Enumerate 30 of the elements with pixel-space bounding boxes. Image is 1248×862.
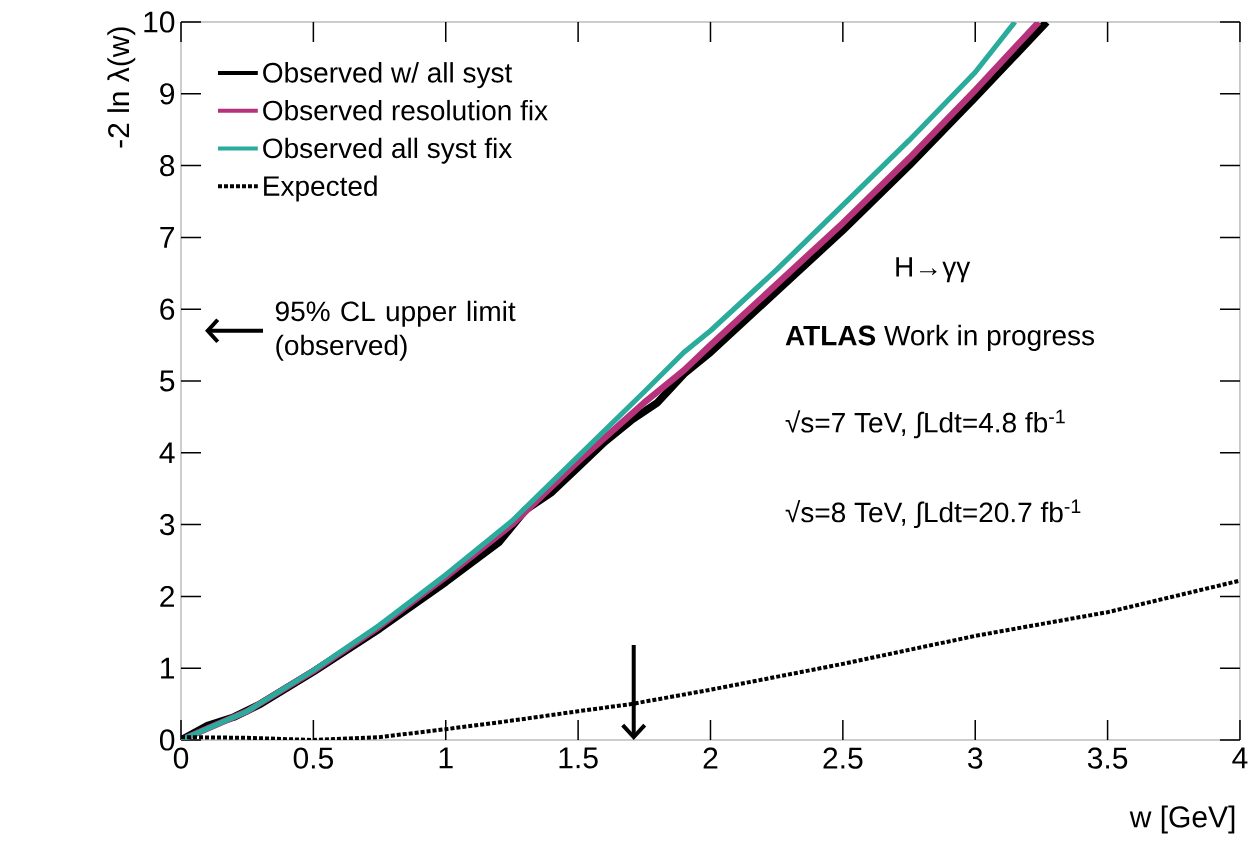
x-tick-label: 2 xyxy=(703,747,718,769)
y-tick-label: 4 xyxy=(159,442,175,464)
y-tick-label: 8 xyxy=(160,154,175,177)
y-tick-label: 1 xyxy=(161,657,175,679)
annotation: 95% CL upper limit (observed) xyxy=(275,300,516,361)
x-tick-label: 4 xyxy=(1232,747,1248,769)
y-tick-label: 10 xyxy=(144,11,175,33)
legend-label: Observed all syst fix xyxy=(263,137,512,164)
x-tick-label: 3 xyxy=(968,747,983,769)
x-tick-label: 3.5 xyxy=(1087,747,1128,769)
y-tick-label: 0 xyxy=(159,729,175,751)
y-tick-label: 2 xyxy=(160,585,174,607)
legend-label: Observed resolution fix xyxy=(263,99,548,121)
y-tick-label: 5 xyxy=(160,370,175,392)
y-tick-label: 7 xyxy=(160,227,174,248)
annotation: ATLAS Work in progress xyxy=(785,324,1095,351)
annotation: √s=8 TeV, ∫Ldt=20.7 fb$^{-1}$ xyxy=(785,499,1081,529)
y-tick-label: 9 xyxy=(160,83,175,105)
legend-label: Observed w/ all syst xyxy=(263,62,513,89)
x-tick-label: 1 xyxy=(439,747,453,769)
legend-label: Expected xyxy=(264,175,377,202)
x-axis-title: w [GeV] xyxy=(1129,805,1235,834)
annotation: √s=7 TeV, ∫Ldt=4.8 fb$^{-1}$ xyxy=(785,409,1065,439)
y-tick-label: 3 xyxy=(159,513,175,536)
x-tick-label: 1.5 xyxy=(559,747,598,769)
y-axis-title: -2 ln λ(w) xyxy=(107,27,136,148)
annotation: H→γγ xyxy=(896,257,971,283)
x-tick-label: 2.5 xyxy=(823,747,863,769)
x-tick-label: 0.5 xyxy=(293,747,333,769)
y-tick-label: 6 xyxy=(160,298,175,320)
